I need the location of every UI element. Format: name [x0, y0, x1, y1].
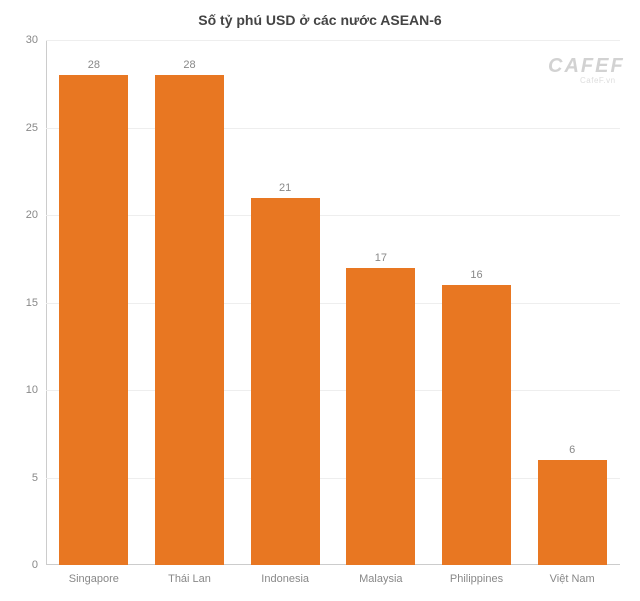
- x-tick-label: Indonesia: [261, 565, 309, 585]
- bar-slot: 21: [251, 182, 320, 566]
- bar: [346, 268, 415, 566]
- gridline: [46, 128, 620, 129]
- bar-value-label: 17: [375, 252, 387, 264]
- bar-value-label: 21: [279, 182, 291, 194]
- y-tick-label: 5: [32, 472, 46, 484]
- bar: [538, 460, 607, 565]
- bar-slot: 17: [346, 252, 415, 566]
- bar: [251, 198, 320, 566]
- chart-title: Số tỷ phú USD ở các nước ASEAN-6: [0, 12, 640, 28]
- gridline: [46, 478, 620, 479]
- x-tick-label: Thái Lan: [168, 565, 211, 585]
- x-tick-label: Singapore: [69, 565, 119, 585]
- gridline: [46, 215, 620, 216]
- gridline: [46, 40, 620, 41]
- bar-slot: 6: [538, 444, 607, 565]
- gridline: [46, 390, 620, 391]
- y-tick-label: 30: [26, 34, 46, 46]
- chart-container: Số tỷ phú USD ở các nước ASEAN-6 CAFEF C…: [0, 0, 640, 601]
- x-tick-label: Việt Nam: [550, 565, 595, 585]
- bar-value-label: 28: [88, 59, 100, 71]
- y-tick-label: 25: [26, 122, 46, 134]
- y-tick-label: 0: [32, 559, 46, 571]
- bar: [442, 285, 511, 565]
- bar-slot: 16: [442, 269, 511, 565]
- bar-value-label: 6: [569, 444, 575, 456]
- x-tick-label: Philippines: [450, 565, 503, 585]
- gridline: [46, 303, 620, 304]
- plot-area: 05101520253028Singapore28Thái Lan21Indon…: [46, 40, 620, 565]
- bar-value-label: 28: [183, 59, 195, 71]
- bar-value-label: 16: [470, 269, 482, 281]
- x-axis-line: [46, 564, 620, 565]
- y-tick-label: 20: [26, 209, 46, 221]
- bar: [155, 75, 224, 565]
- y-tick-label: 10: [26, 384, 46, 396]
- y-tick-label: 15: [26, 297, 46, 309]
- bar: [59, 75, 128, 565]
- bar-slot: 28: [59, 59, 128, 565]
- x-tick-label: Malaysia: [359, 565, 402, 585]
- bar-slot: 28: [155, 59, 224, 565]
